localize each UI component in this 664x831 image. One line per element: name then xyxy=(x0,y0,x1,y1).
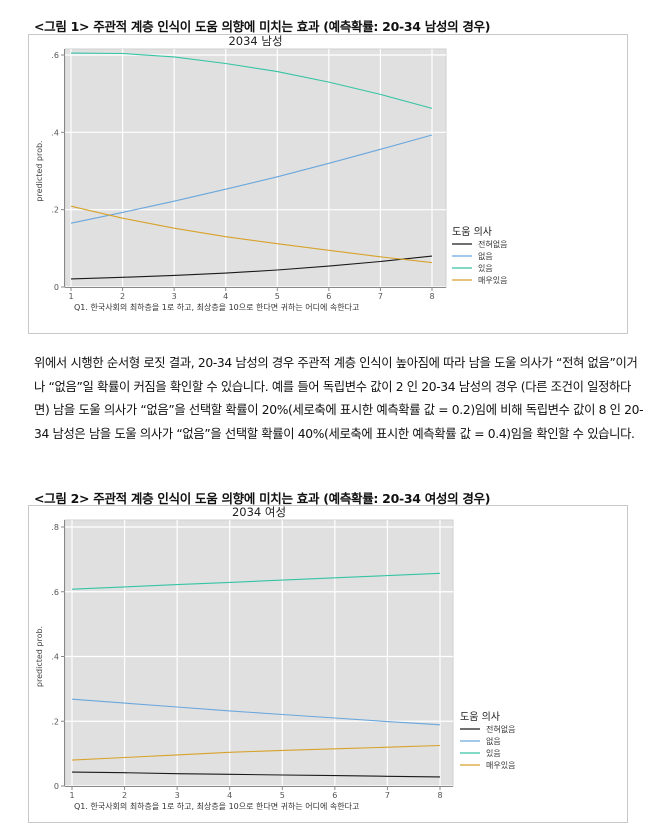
series-line-3 xyxy=(71,572,441,590)
x-tick-label: 4 xyxy=(227,791,232,800)
y-tick-label: 0 xyxy=(54,283,59,292)
legend-entry: 전혀없음 xyxy=(478,239,507,249)
legend-entry: 없음 xyxy=(486,737,501,746)
chart-women-2034: 2034 여성 0 .2 .4 .6 .8 predicted prob. 1 2 3 4 5 6 7 8 Q… xyxy=(28,505,628,823)
series-line-2 xyxy=(70,134,433,224)
legend-entry: 없음 xyxy=(478,252,493,261)
y-tick-label: .2 xyxy=(51,206,59,215)
x-tick-label: 5 xyxy=(280,791,285,800)
y-tick-label: .6 xyxy=(51,51,59,60)
y-tick-label: .6 xyxy=(51,588,59,597)
y-tick-label: 0 xyxy=(54,782,59,791)
x-tick-label: 1 xyxy=(68,292,73,301)
chart-men-2034: 2034 남성 0 .2 .4 .6 predicted prob. 1 2 3 4 5 6 7 8 Q1.… xyxy=(28,34,628,334)
plot-area xyxy=(64,519,454,787)
y-tick-label: .4 xyxy=(51,653,59,662)
x-tick-label: 3 xyxy=(175,791,180,800)
x-tick-label: 8 xyxy=(429,292,434,301)
series-line-3 xyxy=(70,52,433,109)
y-tick-label: .2 xyxy=(51,717,59,726)
plot-area xyxy=(64,48,447,288)
legend-entry: 매우있음 xyxy=(486,760,515,770)
legend-entry: 있음 xyxy=(478,263,493,273)
legend-title: 도움 의사 xyxy=(452,226,492,238)
y-tick-label: .4 xyxy=(51,128,59,137)
x-tick-label: 4 xyxy=(223,292,228,301)
chart-title: 2034 남성 xyxy=(228,34,282,48)
x-tick-label: 6 xyxy=(326,292,331,301)
x-axis-label: Q1. 한국사회의 최하층을 1로 하고, 최상층을 10으로 한다면 귀하는 … xyxy=(74,801,359,811)
x-tick-label: 6 xyxy=(332,791,337,800)
x-tick-label: 2 xyxy=(120,292,125,301)
x-axis-label: Q1. 한국사회의 최하층을 1로 하고, 최상층을 10으로 한다면 귀하는 … xyxy=(74,302,359,312)
x-tick-label: 7 xyxy=(385,791,390,800)
series-line-2 xyxy=(71,698,441,726)
series-line-1 xyxy=(70,255,433,280)
series-line-1 xyxy=(71,771,441,778)
legend-title: 도움 의사 xyxy=(460,711,500,723)
x-tick-label: 7 xyxy=(378,292,383,301)
x-tick-label: 8 xyxy=(437,791,442,800)
y-axis-label: predicted prob. xyxy=(35,140,44,201)
figure2-caption: <그림 2> 주관적 계층 인식이 도움 의향에 미치는 효과 (예측확률: 2… xyxy=(34,491,491,506)
x-tick-label: 3 xyxy=(172,292,177,301)
x-tick-label: 2 xyxy=(122,791,127,800)
legend-entry: 매우있음 xyxy=(478,275,507,285)
y-tick-label: .8 xyxy=(51,523,59,532)
chart-title: 2034 여성 xyxy=(232,505,286,519)
body-paragraph: 위에서 시행한 순서형 로짓 결과, 20-34 남성의 경우 주관적 계층 인… xyxy=(34,356,644,441)
y-axis-label: predicted prob. xyxy=(35,626,44,687)
x-tick-label: 5 xyxy=(275,292,280,301)
legend-entry: 전혀없음 xyxy=(486,724,515,734)
x-tick-label: 1 xyxy=(69,791,74,800)
figure1-caption: <그림 1> 주관적 계층 인식이 도움 의향에 미치는 효과 (예측확률: 2… xyxy=(34,19,491,34)
legend-entry: 있음 xyxy=(486,748,501,758)
series-line-4 xyxy=(70,205,433,264)
series-line-4 xyxy=(71,744,441,761)
